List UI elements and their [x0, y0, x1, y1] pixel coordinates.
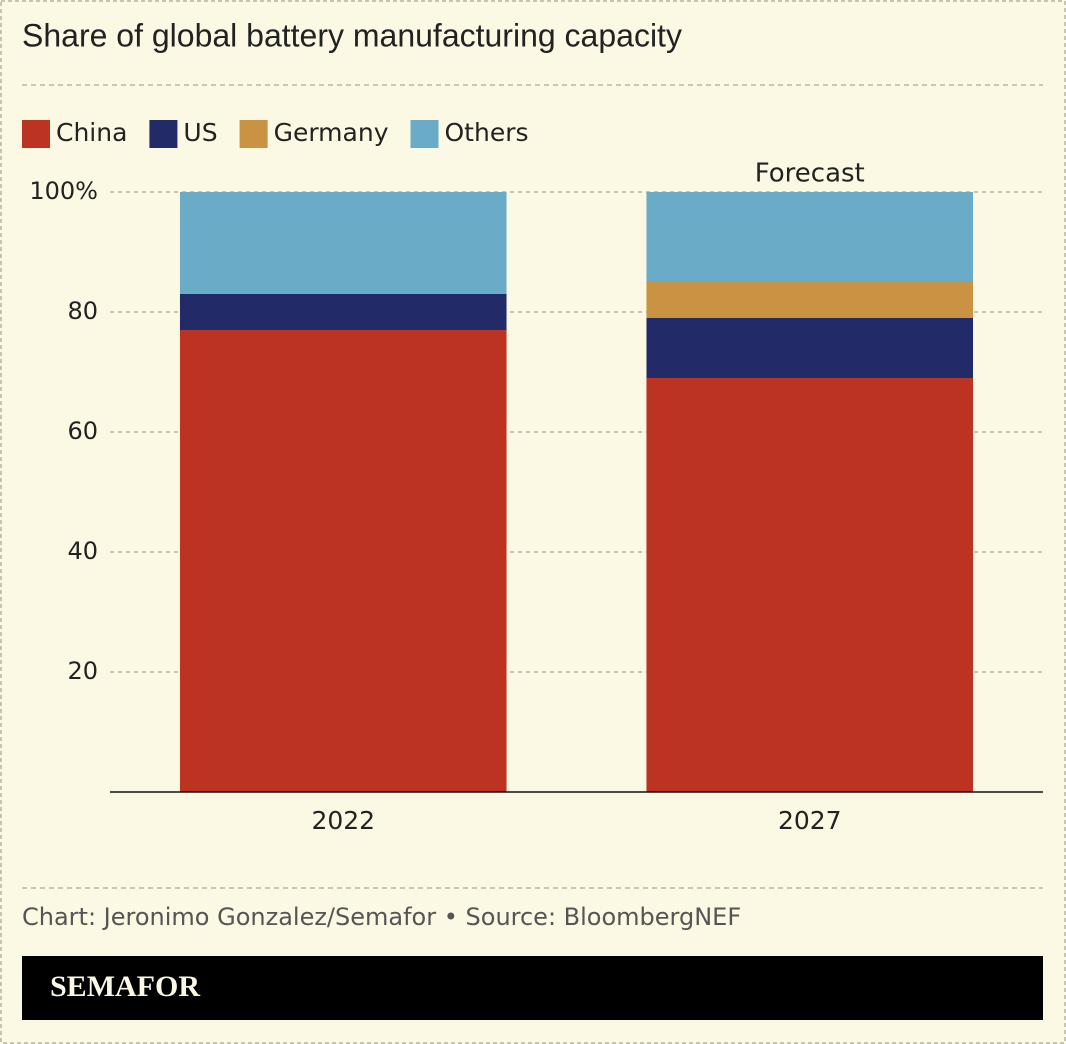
y-tick-label: 40: [67, 537, 98, 565]
annotation: Forecast: [755, 159, 865, 189]
y-tick-label: 80: [67, 297, 98, 325]
bar-segment: [646, 282, 974, 318]
logo-bar: [22, 956, 1043, 1020]
y-tick-label: 60: [67, 417, 98, 445]
footer-credit: Chart: Jeronimo Gonzalez/Semafor • Sourc…: [22, 903, 741, 931]
bar-segment: [179, 192, 507, 294]
legend-swatch: [149, 120, 178, 148]
legend-label: US: [183, 118, 217, 147]
x-tick-label: 2022: [311, 806, 375, 835]
legend-swatch: [22, 120, 50, 148]
bar-segment: [646, 318, 974, 378]
legend-swatch: [239, 120, 268, 148]
bar-segment: [646, 378, 974, 792]
bar-segment: [179, 330, 507, 792]
legend-label: Germany: [274, 118, 389, 147]
legend-swatch: [410, 120, 439, 148]
bar-segment: [646, 192, 974, 282]
bar-segment: [179, 294, 507, 330]
x-tick-label: 2027: [778, 806, 842, 835]
y-tick-label: 20: [67, 657, 98, 685]
logo: SEMAFOR: [50, 970, 200, 1003]
chart-title: Share of global battery manufacturing ca…: [22, 17, 682, 53]
y-tick-label: 100%: [29, 177, 98, 205]
legend-label: China: [56, 118, 127, 147]
legend-label: Others: [445, 118, 529, 147]
